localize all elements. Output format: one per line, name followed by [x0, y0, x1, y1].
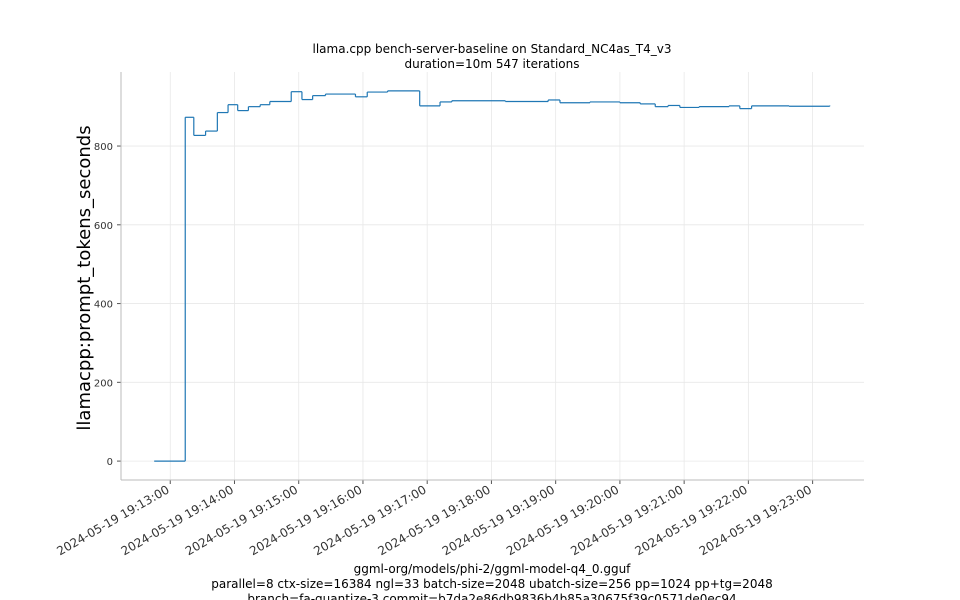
- x-tick-label: 2024-05-19 19:14:00: [119, 482, 236, 558]
- x-tick-label: 2024-05-19 19:16:00: [247, 482, 364, 558]
- footnote: ggml-org/models/phi-2/ggml-model-q4_0.gg…: [354, 562, 632, 576]
- x-tick-label: 2024-05-19 19:19:00: [440, 482, 557, 558]
- y-tick-label: 600: [94, 221, 113, 232]
- x-tick-label: 2024-05-19 19:15:00: [183, 482, 300, 558]
- y-tick-label: 400: [94, 300, 113, 311]
- x-tick-label: 2024-05-19 19:17:00: [311, 482, 428, 558]
- chart-subtitle: duration=10m 547 iterations: [405, 57, 580, 71]
- x-tick-label: 2024-05-19 19:23:00: [697, 482, 814, 558]
- x-tick-label: 2024-05-19 19:13:00: [54, 482, 171, 558]
- x-tick-label: 2024-05-19 19:22:00: [632, 482, 749, 558]
- y-axis-label: llamacpp:prompt_tokens_seconds: [74, 125, 95, 430]
- x-tick-label: 2024-05-19 19:18:00: [376, 482, 493, 558]
- chart-title: llama.cpp bench-server-baseline on Stand…: [313, 42, 672, 56]
- y-tick-label: 800: [94, 142, 113, 153]
- y-tick-label: 0: [107, 457, 113, 468]
- footnote: branch=fa-quantize-3 commit=b7da2e86db98…: [247, 592, 736, 600]
- footnote: parallel=8 ctx-size=16384 ngl=33 batch-s…: [211, 577, 772, 591]
- x-tick-label: 2024-05-19 19:21:00: [568, 482, 685, 558]
- y-tick-label: 200: [94, 378, 113, 389]
- x-tick-label: 2024-05-19 19:20:00: [504, 482, 621, 558]
